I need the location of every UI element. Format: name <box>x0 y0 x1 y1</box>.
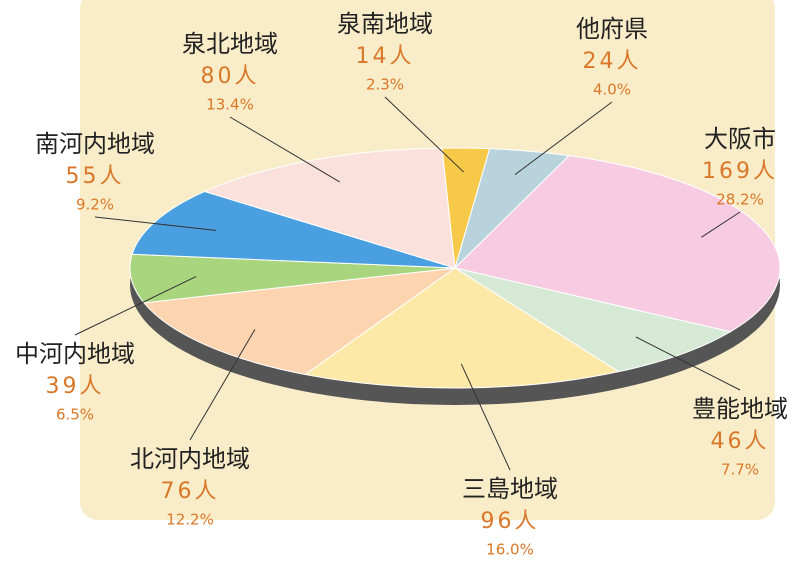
value-label: 80人 <box>201 64 260 89</box>
slice-label: 豊能地域 <box>692 395 788 423</box>
value-label: 55人 <box>66 164 125 189</box>
percent-label: 16.0% <box>486 541 534 559</box>
pie-slice <box>454 155 781 333</box>
value-label: 169人 <box>702 159 778 184</box>
value-label: 96人 <box>481 509 540 534</box>
value-label: 24人 <box>583 49 642 74</box>
slice-label: 泉南地域 <box>337 10 433 38</box>
pie-slice <box>203 147 456 269</box>
percent-label: 4.0% <box>593 81 631 99</box>
slice-label: 北河内地域 <box>130 445 250 473</box>
percent-label: 7.7% <box>721 461 759 479</box>
slice-label: 三島地域 <box>462 475 558 503</box>
percent-label: 12.2% <box>166 511 214 529</box>
leader-line <box>514 101 613 175</box>
value-label: 39人 <box>46 374 105 399</box>
slice-label: 他府県 <box>576 15 648 43</box>
value-label: 14人 <box>356 44 415 69</box>
percent-label: 13.4% <box>206 96 254 114</box>
percent-label: 28.2% <box>716 191 764 209</box>
leader-line <box>74 276 197 336</box>
slice-label: 泉北地域 <box>182 30 278 58</box>
percent-label: 6.5% <box>56 406 94 424</box>
slice-label: 中河内地域 <box>15 340 135 368</box>
percent-label: 2.3% <box>366 76 404 94</box>
pie-slice <box>454 267 732 373</box>
pie-slice <box>303 267 620 389</box>
percent-label: 9.2% <box>76 196 114 214</box>
value-label: 76人 <box>161 479 220 504</box>
leader-line <box>94 216 216 231</box>
leader-line <box>229 116 340 183</box>
leader-line <box>635 336 741 391</box>
leader-line <box>189 329 256 441</box>
pie-slice <box>131 190 456 269</box>
slice-label: 大阪市 <box>704 125 776 153</box>
leader-line <box>384 96 465 173</box>
slice-label: 南河内地域 <box>35 130 155 158</box>
leader-line <box>701 211 741 238</box>
value-label: 46人 <box>711 429 770 454</box>
leader-line <box>460 363 511 471</box>
pie-slice <box>143 267 457 376</box>
